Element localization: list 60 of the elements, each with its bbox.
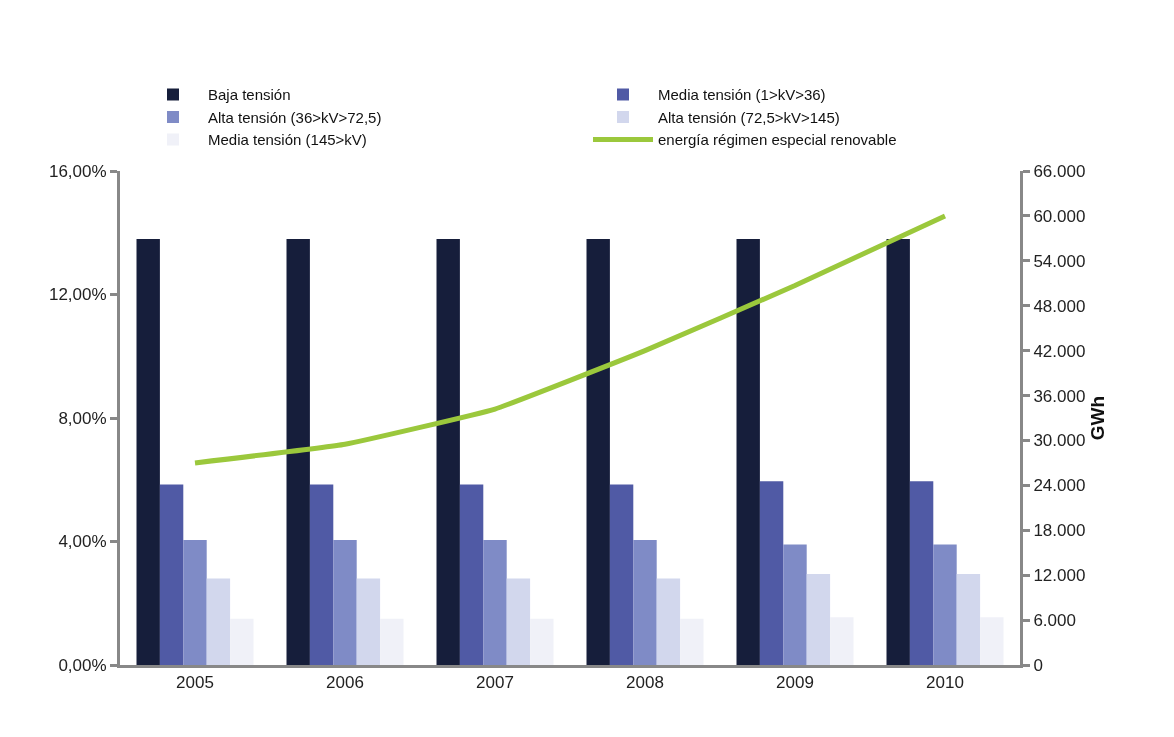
bar bbox=[309, 484, 334, 665]
bar bbox=[436, 238, 460, 665]
bar bbox=[136, 238, 160, 665]
legend-label: energía régimen especial renovable bbox=[658, 131, 897, 149]
y2-tick-label: 30.000 bbox=[1033, 431, 1086, 451]
bar bbox=[830, 617, 854, 665]
legend-label: Alta tensión (36>kV>72,5) bbox=[208, 108, 382, 126]
bar bbox=[483, 539, 507, 665]
legend-label: Alta tensión (72,5>kV>145) bbox=[658, 108, 840, 126]
bar bbox=[286, 238, 310, 665]
y2-tick-label: 42.000 bbox=[1033, 341, 1086, 361]
y2-tick-label: 66.000 bbox=[1033, 161, 1086, 181]
bar bbox=[459, 484, 484, 665]
bar bbox=[206, 578, 231, 665]
y2-tick-label: 6.000 bbox=[1033, 611, 1076, 631]
x-tick-label: 2005 bbox=[176, 673, 214, 693]
legend-label: Media tensión (1>kV>36) bbox=[658, 86, 826, 104]
y2-tick-label: 24.000 bbox=[1033, 476, 1086, 496]
y2-axis-title: GWh bbox=[1087, 395, 1109, 441]
bar bbox=[183, 539, 207, 665]
y-tick-label: 12,00% bbox=[48, 285, 107, 305]
bar bbox=[656, 578, 681, 665]
bar bbox=[909, 481, 934, 665]
legend-label: Media tensión (145>kV) bbox=[208, 131, 367, 149]
bar bbox=[783, 544, 807, 665]
bar bbox=[806, 573, 831, 665]
bar bbox=[230, 618, 254, 665]
x-tick-label: 2010 bbox=[926, 673, 964, 693]
y2-tick-label: 36.000 bbox=[1033, 386, 1086, 406]
y2-tick-label: 48.000 bbox=[1033, 296, 1086, 316]
y2-tick-label: 60.000 bbox=[1033, 206, 1086, 226]
bar bbox=[933, 544, 957, 665]
bar bbox=[380, 618, 404, 665]
x-tick-label: 2008 bbox=[626, 673, 664, 693]
bar bbox=[759, 481, 784, 665]
x-tick-label: 2009 bbox=[776, 673, 814, 693]
bar bbox=[680, 618, 704, 665]
bar bbox=[956, 573, 981, 665]
y-tick-label: 4,00% bbox=[58, 532, 107, 552]
bar bbox=[886, 238, 910, 665]
bar bbox=[736, 238, 760, 665]
legend-label: Baja tensión bbox=[208, 86, 291, 104]
x-tick-label: 2006 bbox=[326, 673, 364, 693]
x-tick-label: 2007 bbox=[476, 673, 514, 693]
y2-tick-label: 54.000 bbox=[1033, 251, 1086, 271]
y2-tick-label: 0 bbox=[1033, 655, 1043, 675]
bar bbox=[356, 578, 381, 665]
bar bbox=[530, 618, 554, 665]
bar bbox=[980, 617, 1004, 665]
bar bbox=[586, 238, 610, 665]
bar bbox=[609, 484, 634, 665]
y2-tick-label: 18.000 bbox=[1033, 521, 1086, 541]
y2-tick-label: 12.000 bbox=[1033, 566, 1086, 586]
bar bbox=[506, 578, 531, 665]
bar bbox=[633, 539, 657, 665]
bar bbox=[333, 539, 357, 665]
bar bbox=[159, 484, 184, 665]
y-tick-label: 8,00% bbox=[58, 408, 107, 428]
y-tick-label: 16,00% bbox=[48, 161, 107, 181]
y-tick-label: 0,00% bbox=[58, 655, 107, 675]
